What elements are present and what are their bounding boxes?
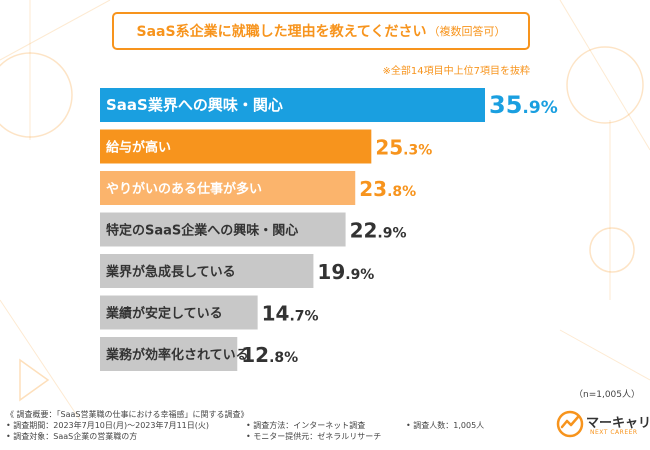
bar-label-6: 業績が安定している (105, 306, 223, 322)
bar-label-2: 給与が高い (106, 140, 171, 156)
value-label-6: 14.7% (262, 302, 319, 326)
value-label-5: 19.9% (317, 260, 374, 284)
value-label-1: 35.9% (489, 91, 558, 119)
bar-label-3: やりがいのある仕事が多い (106, 181, 262, 197)
footer-monitor: • モニター提供元：ゼネラルリサーチ (246, 432, 382, 441)
value-label-4: 22.9% (350, 219, 407, 243)
bar-1 (100, 88, 485, 122)
bar-6 (100, 295, 258, 330)
brand-logo: マーキャリ NEXT CAREER (556, 410, 650, 440)
bar-label-7: 業務が効率化されている (105, 347, 249, 363)
chart-title-sub: （複数回答可） (428, 25, 506, 38)
sample-size: （n=1,005人） (573, 390, 640, 400)
chart-title-main: SaaS系企業に就職した理由を教えてください (136, 24, 427, 40)
logo-name: マーキャリ (586, 416, 650, 431)
logo-icon (556, 410, 584, 438)
chart-note: ※全部14項目中上位7項目を抜粋 (382, 66, 530, 77)
footer-target: • 調査対象：SaaS企業の営業職の方 (6, 432, 138, 441)
bar-3 (100, 171, 356, 205)
bar-label-1: SaaS業界への興味・関心 (106, 96, 283, 114)
bar-2 (100, 129, 372, 164)
footer-method: • 調査方法：インターネット調査 (246, 421, 366, 430)
bar-label-4: 特定のSaaS企業への興味・関心 (106, 223, 298, 239)
value-label-3: 23.8% (359, 177, 416, 201)
bar-label-5: 業界が急成長している (105, 264, 236, 280)
value-label-2: 25.3% (375, 136, 432, 160)
logo-tagline: NEXT CAREER (590, 429, 638, 436)
bar-5 (100, 254, 314, 288)
chart-title: SaaS系企業に就職した理由を教えてください （複数回答可） (112, 12, 530, 50)
value-label-7: 12.8% (241, 343, 298, 367)
footer-overview: 《 調査概要：「SaaS営業職の仕事における幸福感」に関する調査》 (6, 410, 249, 419)
bar-7 (100, 337, 238, 371)
bar-4 (100, 212, 346, 247)
footer-period: • 調査期間：2023年7月10日(月)〜2023年7月11日(火) (6, 421, 210, 430)
footer-respondents: • 調査人数：1,005人 (406, 421, 485, 430)
